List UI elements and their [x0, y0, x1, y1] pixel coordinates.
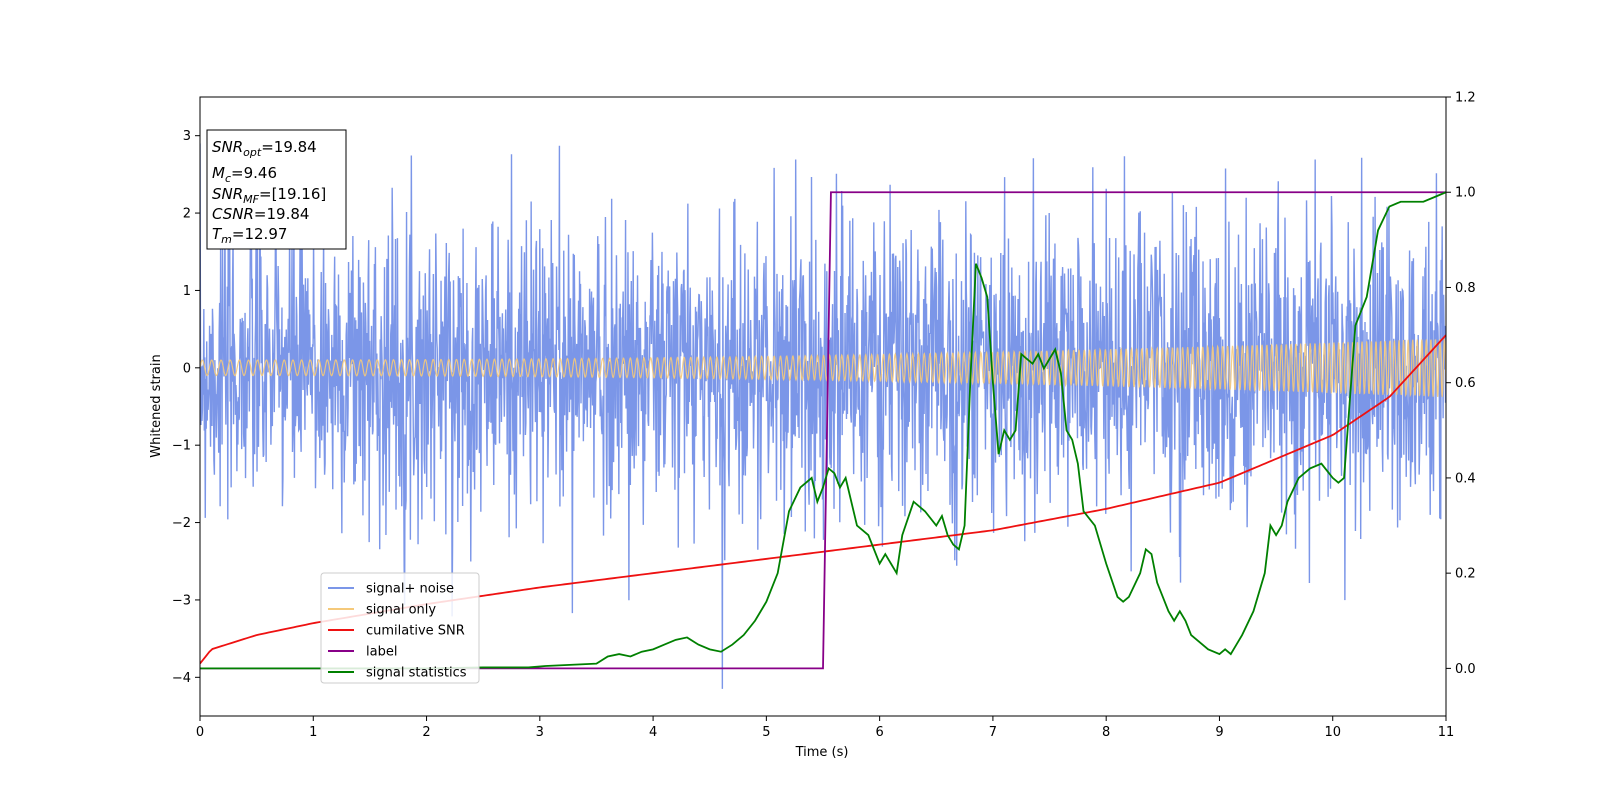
x-tick-label: 11: [1438, 725, 1455, 740]
series-signal-statistics: [200, 191, 1446, 670]
y-left-tick-label: −4: [172, 671, 191, 686]
x-tick-label: 8: [1102, 725, 1110, 740]
y-right-tick-label: 0.0: [1455, 662, 1476, 677]
x-axis: 0 1 2 3 4 5 6 7 8 9 10 11: [196, 716, 1454, 740]
x-tick-label: 3: [536, 725, 544, 740]
legend-label: cumilative SNR: [366, 624, 465, 639]
y-left-tick-label: 2: [183, 207, 191, 222]
series-signal-noise: [200, 143, 1446, 689]
info-box: SNRopt=19.84 Mc=9.46 SNRMF=[19.16] CSNR=…: [206, 129, 347, 250]
legend-label: signal statistics: [366, 666, 467, 681]
x-tick-label: 9: [1215, 725, 1223, 740]
y-right-tick-label: 1.2: [1455, 91, 1476, 106]
y-right-tick-label: 0.6: [1455, 376, 1476, 391]
y-axis-left: −4 −3 −2 −1 0 1 2 3: [172, 129, 200, 686]
y-right-tick-label: 0.4: [1455, 471, 1476, 486]
y-left-tick-label: 3: [183, 129, 191, 144]
x-axis-label: Time (s): [795, 745, 849, 760]
y-left-tick-label: −1: [172, 439, 191, 454]
info-csnr: CSNR=19.84: [212, 205, 309, 223]
x-tick-label: 5: [762, 725, 770, 740]
y-left-tick-label: −2: [172, 516, 191, 531]
x-tick-label: 6: [875, 725, 883, 740]
x-tick-label: 7: [989, 725, 997, 740]
y-right-tick-label: 1.0: [1455, 186, 1476, 201]
info-snr-mf: SNRMF=[19.16]: [212, 185, 326, 206]
legend-label: label: [366, 645, 397, 660]
info-snr-opt: SNRopt=19.84: [212, 138, 317, 159]
x-tick-label: 1: [309, 725, 317, 740]
y-axis-right: 0.0 0.2 0.4 0.6 0.8 1.0 1.2: [1446, 91, 1476, 677]
y-left-tick-label: 0: [183, 361, 191, 376]
legend: signal+ noise signal only cumilative SNR la…: [320, 572, 480, 684]
y-left-tick-label: 1: [183, 284, 191, 299]
y-right-tick-label: 0.8: [1455, 281, 1476, 296]
series-signal-only: [200, 338, 1446, 398]
y-axis-label: Whitened strain: [149, 354, 164, 457]
x-tick-label: 4: [649, 725, 657, 740]
y-left-tick-label: −3: [172, 593, 191, 608]
legend-label: signal only: [366, 603, 436, 618]
info-mc: Mc=9.46: [212, 164, 277, 185]
x-tick-label: 10: [1324, 725, 1341, 740]
series-label: [200, 191, 1446, 670]
plot-frame: [199, 96, 1447, 717]
legend-label: signal+ noise: [366, 582, 454, 597]
x-tick-label: 0: [196, 725, 204, 740]
x-tick-label: 2: [422, 725, 430, 740]
info-tm: Tm=12.97: [212, 225, 287, 246]
y-right-tick-label: 0.2: [1455, 567, 1476, 582]
